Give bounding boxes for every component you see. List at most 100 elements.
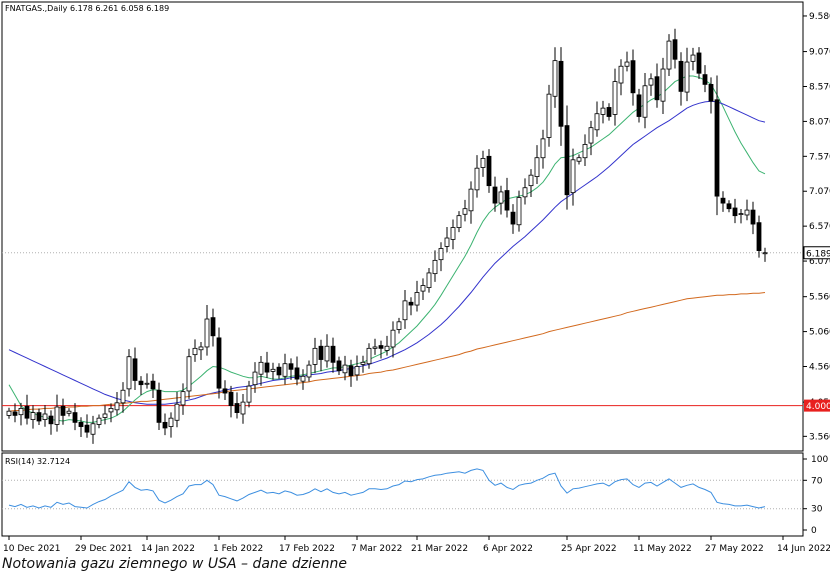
candle-body-up bbox=[402, 300, 408, 321]
price-tick-label: 6.070 bbox=[809, 257, 830, 267]
candle-body-down bbox=[492, 186, 498, 204]
candle-body-down bbox=[264, 362, 270, 373]
candle-body-up bbox=[144, 382, 150, 385]
candle-body-up bbox=[96, 417, 102, 425]
date-tick-label: 10 Dec 2021 bbox=[3, 544, 61, 554]
candle-body-down bbox=[288, 363, 294, 370]
candle-body-down bbox=[60, 405, 66, 416]
price-tick-label: 5.560 bbox=[809, 293, 830, 303]
candle-body-up bbox=[648, 78, 654, 86]
candle-body-down bbox=[84, 424, 90, 433]
candle-body-up bbox=[456, 215, 462, 228]
date-tick-label: 6 Apr 2022 bbox=[483, 544, 533, 554]
candle-body-down bbox=[156, 389, 162, 423]
candle-body-down bbox=[750, 209, 756, 225]
candle-body-up bbox=[480, 158, 486, 168]
candle-body-down bbox=[276, 366, 282, 376]
candle-body-down bbox=[564, 125, 570, 196]
candle-body-up bbox=[462, 208, 468, 215]
candle-body-up bbox=[468, 188, 474, 212]
candle-body-up bbox=[450, 227, 456, 240]
candle-body-up bbox=[690, 54, 696, 62]
candle-body-down bbox=[726, 203, 732, 210]
candle-body-down bbox=[510, 211, 516, 225]
current-price-label: 6.189 bbox=[806, 249, 830, 259]
price-tick-label: 4.560 bbox=[809, 363, 830, 373]
candle-body-up bbox=[744, 209, 750, 216]
candle-body-up bbox=[180, 391, 186, 406]
candle-body-up bbox=[252, 371, 258, 386]
chart-caption: Notowania gazu ziemnego w USA – dane dzi… bbox=[2, 556, 347, 572]
candle-body-up bbox=[258, 361, 264, 375]
candle-body-down bbox=[504, 190, 510, 211]
candle-body-up bbox=[474, 167, 480, 191]
price-tick-label: 8.570 bbox=[809, 82, 830, 92]
rsi-tick-label: 30 bbox=[811, 505, 823, 515]
candle-body-up bbox=[282, 363, 288, 377]
candle-body-up bbox=[522, 187, 528, 198]
candle-body-up bbox=[618, 65, 624, 84]
candle-body-up bbox=[192, 347, 198, 356]
candle-body-up bbox=[642, 85, 648, 118]
moving-average-line-2 bbox=[8, 100, 766, 405]
candle-body-up bbox=[168, 417, 174, 427]
candle-body-down bbox=[132, 358, 138, 381]
candle-body-down bbox=[138, 380, 144, 386]
price-tick-label: 9.580 bbox=[809, 12, 830, 22]
candle-body-up bbox=[600, 107, 606, 115]
candle-body-up bbox=[102, 413, 108, 418]
moving-average-line-3 bbox=[8, 292, 766, 412]
candle-body-up bbox=[186, 356, 192, 392]
candle-body-up bbox=[390, 329, 396, 348]
candle-body-up bbox=[198, 346, 204, 351]
candle-body-up bbox=[354, 366, 360, 376]
candle-body-up bbox=[594, 113, 600, 131]
candle-body-up bbox=[528, 174, 534, 187]
candle-body-up bbox=[738, 213, 744, 215]
date-tick-label: 17 Feb 2022 bbox=[279, 544, 335, 554]
candle-body-up bbox=[762, 252, 768, 255]
candle-body-down bbox=[696, 52, 702, 74]
candle-body-up bbox=[588, 127, 594, 144]
candle-body-down bbox=[216, 337, 222, 389]
candle-body-up bbox=[498, 191, 504, 204]
candle-body-down bbox=[72, 412, 78, 423]
rsi-tick-label: 70 bbox=[811, 476, 823, 486]
candle-body-up bbox=[270, 368, 276, 372]
candle-body-up bbox=[126, 356, 132, 390]
price-tick-label: 9.070 bbox=[809, 48, 830, 58]
candle-body-down bbox=[732, 207, 738, 217]
chart-header-label: FNATGAS.,Daily 6.178 6.261 6.058 6.189 bbox=[5, 4, 169, 13]
support-line-label: 4.000 bbox=[806, 402, 830, 412]
candle-body-down bbox=[720, 197, 726, 204]
candle-body-down bbox=[606, 107, 612, 117]
candle-body-up bbox=[324, 345, 330, 362]
candle-body-up bbox=[420, 285, 426, 292]
candle-body-up bbox=[66, 410, 72, 414]
candle-body-up bbox=[396, 321, 402, 330]
candle-body-down bbox=[378, 345, 384, 349]
candle-body-down bbox=[330, 345, 336, 363]
candle-body-up bbox=[516, 197, 522, 226]
candle-body-down bbox=[294, 367, 300, 380]
candle-body-down bbox=[636, 94, 642, 117]
candle-body-down bbox=[36, 412, 42, 422]
candle-body-down bbox=[24, 405, 30, 419]
date-tick-label: 7 Mar 2022 bbox=[351, 544, 402, 554]
candle-body-up bbox=[18, 408, 24, 416]
candle-body-down bbox=[234, 403, 240, 413]
date-tick-label: 14 Jan 2022 bbox=[141, 544, 195, 554]
candle-body-up bbox=[582, 144, 588, 159]
candle-body-up bbox=[120, 389, 126, 404]
candle-body-down bbox=[78, 421, 84, 427]
chart-svg: 9.580 9.070 8.570 8.070 7.570 7.070 6.570 6.070… bbox=[1, 1, 830, 554]
date-tick-label: 14 Jun 2022 bbox=[777, 544, 830, 554]
date-tick-label: 27 May 2022 bbox=[705, 544, 764, 554]
candle-body-up bbox=[114, 402, 120, 411]
price-tick-label: 7.070 bbox=[809, 187, 830, 197]
candle-body-up bbox=[414, 292, 420, 306]
candle-body-up bbox=[6, 410, 12, 416]
candle-body-down bbox=[756, 222, 762, 251]
candle-body-down bbox=[708, 83, 714, 102]
candle-body-down bbox=[318, 345, 324, 360]
